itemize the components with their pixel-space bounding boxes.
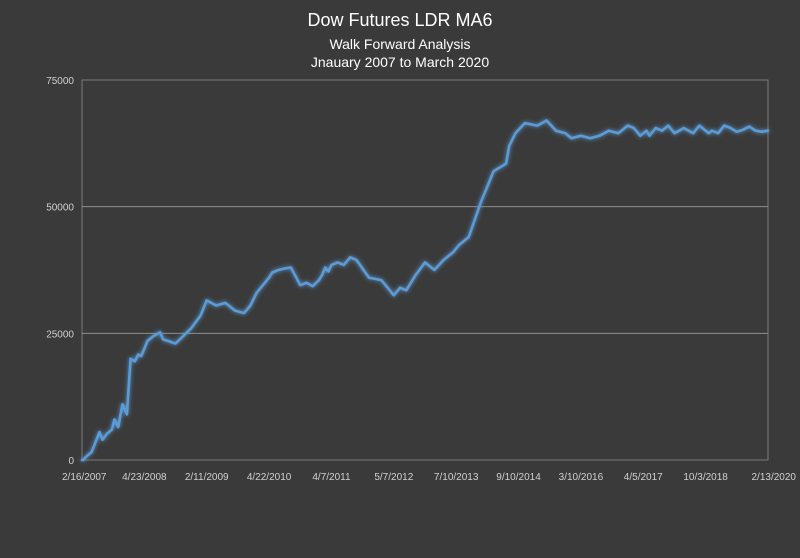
- x-tick-label: 9/10/2014: [496, 472, 541, 483]
- chart-title: Dow Futures LDR MA6: [307, 10, 493, 30]
- x-tick-label: 2/16/2007: [62, 472, 107, 483]
- series-line: [80, 119, 770, 462]
- x-tick-label: 2/13/2020: [752, 472, 797, 483]
- x-axis-ticks: 2/16/2007 4/23/2008 2/11/2009 4/22/2010 4/7/…: [62, 472, 796, 483]
- y-tick-label: 0: [68, 456, 74, 467]
- x-tick-label: 10/3/2018: [683, 472, 728, 483]
- x-tick-label: 4/7/2011: [312, 472, 351, 483]
- y-tick-label: 25000: [46, 329, 74, 340]
- x-tick-label: 7/10/2013: [434, 472, 479, 483]
- chart-subtitle: Walk Forward Analysis: [329, 36, 471, 52]
- x-tick-label: 5/7/2012: [374, 472, 413, 483]
- x-tick-label: 3/10/2016: [559, 472, 604, 483]
- y-tick-label: 75000: [46, 76, 74, 87]
- x-tick-label: 4/22/2010: [247, 472, 292, 483]
- x-tick-label: 4/5/2017: [624, 472, 663, 483]
- series-layer: [80, 119, 770, 462]
- x-tick-label: 2/11/2009: [185, 472, 229, 483]
- y-tick-label: 50000: [46, 203, 74, 214]
- plot-frame: [81, 79, 769, 461]
- chart-date-range: Jnauary 2007 to March 2020: [310, 54, 490, 70]
- x-tick-label: 4/23/2008: [122, 472, 167, 483]
- gridlines: [81, 79, 769, 461]
- y-axis-ticks: 0 25000 50000 75000: [46, 76, 74, 467]
